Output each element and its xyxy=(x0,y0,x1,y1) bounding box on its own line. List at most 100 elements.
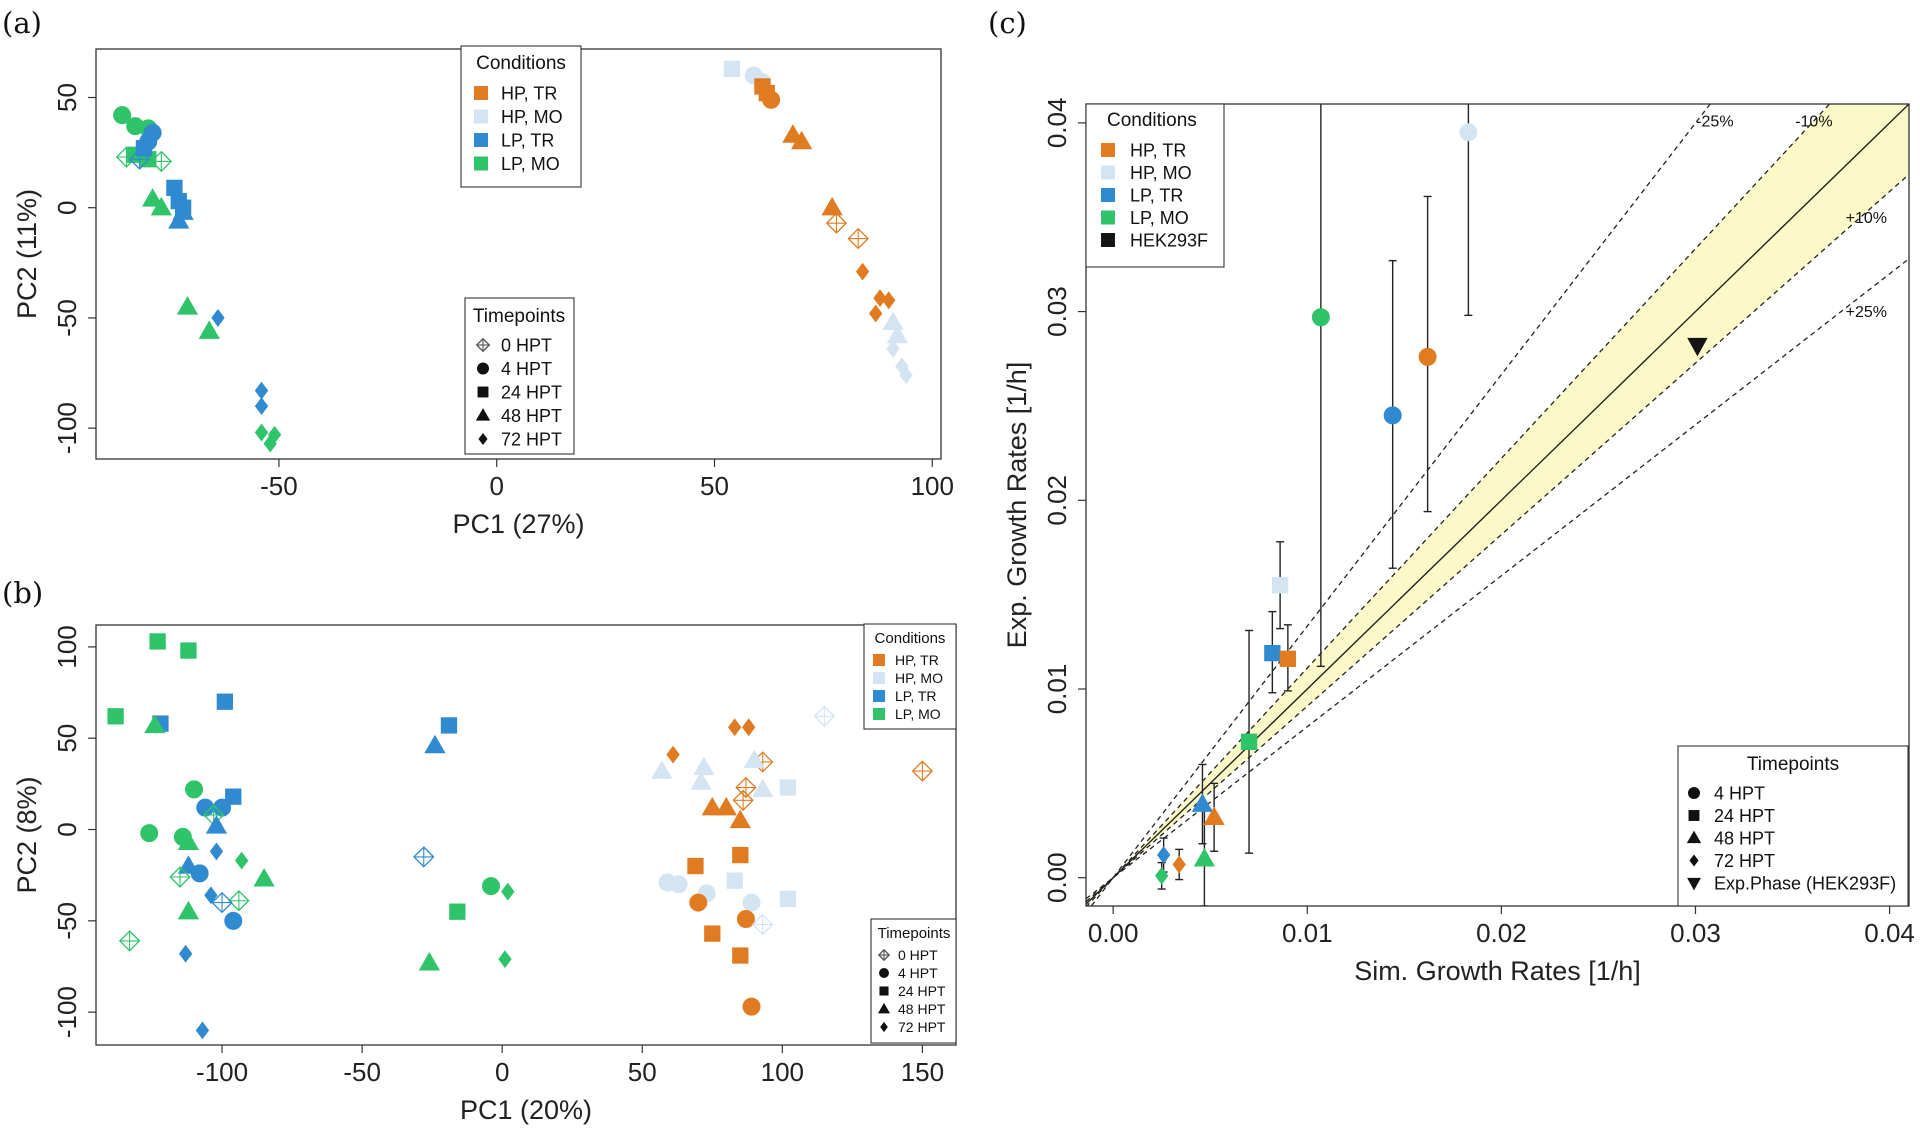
data-point xyxy=(689,893,708,912)
data-point xyxy=(886,324,909,344)
plot-area xyxy=(113,60,913,453)
legend-swatch-hek293f xyxy=(1101,233,1115,247)
data-point xyxy=(1240,733,1258,750)
x-tick-label: 0 xyxy=(495,1057,509,1087)
data-point xyxy=(209,842,224,861)
data-point xyxy=(742,997,761,1016)
data-point xyxy=(742,718,756,737)
x-tick-label: 0.00 xyxy=(1088,918,1139,948)
legend-item-4-hpt: 4 HPT xyxy=(898,965,938,981)
data-point xyxy=(701,796,723,816)
x-tick-label: 50 xyxy=(700,471,729,501)
legend-marker-72-hpt xyxy=(1689,854,1699,867)
data-point xyxy=(742,893,761,912)
y-tick-label: -100 xyxy=(52,402,82,454)
data-point xyxy=(149,633,166,650)
data-point xyxy=(1687,337,1708,357)
data-point xyxy=(752,913,774,936)
legend-marker-72-hpt xyxy=(880,1021,888,1033)
data-point xyxy=(762,90,781,109)
y-axis-label: Exp. Growth Rates [1/h] xyxy=(1002,362,1032,649)
reference-line-25 xyxy=(1086,258,1909,900)
data-point xyxy=(177,900,200,920)
legend-item-72-hpt: 72 HPT xyxy=(1714,851,1775,871)
reference-line-10 xyxy=(1086,173,1909,903)
panel-label: (c) xyxy=(988,6,1027,40)
legend-item-0-hpt: 0 HPT xyxy=(501,335,552,355)
y-tick-label: 0.00 xyxy=(1042,852,1072,903)
data-point xyxy=(228,890,250,912)
data-point xyxy=(743,749,765,768)
legend-marker-4-hpt xyxy=(879,968,889,978)
legend-swatch-hp-tr xyxy=(873,654,885,666)
legend-swatch-hp-mo xyxy=(474,109,488,124)
reference-label-25: -25% xyxy=(1696,114,1733,131)
data-point xyxy=(190,864,209,883)
legend-timepoints: Timepoints 0 HPT 4 HPT 24 HPT 48 HPT 72 HPT xyxy=(870,918,957,1044)
plot-frame xyxy=(95,624,957,1046)
legend-swatch-lp-tr xyxy=(1101,188,1115,202)
legend-conditions: Conditions HP, TR HP, MO LP, TR LP, MO xyxy=(863,623,957,730)
legend-title: Conditions xyxy=(476,53,566,74)
reference-label-25: +25% xyxy=(1846,304,1887,321)
x-tick-label: 150 xyxy=(901,1057,944,1087)
data-point xyxy=(666,745,680,764)
legend-swatch-lp-mo xyxy=(474,156,488,171)
y-tick-label: 0.01 xyxy=(1042,664,1072,715)
legend-swatch-lp-tr xyxy=(474,133,488,147)
legend-item-0-hpt: 0 HPT xyxy=(898,947,938,963)
legend-item-72-hpt: 72 HPT xyxy=(501,429,562,449)
data-point xyxy=(1264,644,1281,662)
legend-item-48-hpt: 48 HPT xyxy=(501,406,562,426)
data-point xyxy=(211,309,225,327)
data-point xyxy=(886,339,900,358)
data-point xyxy=(825,212,848,234)
data-point xyxy=(107,708,124,725)
legend-item-lp-mo: LP, MO xyxy=(895,706,941,722)
legend-marker-4-hpt xyxy=(1688,787,1700,799)
legend-box xyxy=(464,297,575,455)
x-tick-label: 50 xyxy=(628,1057,657,1087)
legend-marker-4-hpt xyxy=(477,362,489,375)
legend-marker-48-hpt xyxy=(475,408,491,421)
legend-item-48-hpt: 48 HPT xyxy=(1714,828,1775,848)
x-tick-label: 100 xyxy=(911,471,954,501)
legend-marker-48-hpt xyxy=(1686,830,1702,844)
data-point xyxy=(732,846,749,864)
x-tick-label: 0.03 xyxy=(1670,918,1721,948)
legend-item-hp-tr: HP, TR xyxy=(895,652,939,668)
data-point xyxy=(1193,848,1216,867)
data-point xyxy=(752,778,774,798)
data-point xyxy=(1191,793,1214,812)
data-point xyxy=(693,756,715,776)
data-point xyxy=(1311,308,1330,327)
data-point xyxy=(234,851,249,870)
data-point xyxy=(687,857,704,875)
legend-swatch-hp-tr xyxy=(1101,143,1115,157)
data-point xyxy=(669,875,688,894)
data-point xyxy=(501,882,515,901)
data-point xyxy=(449,903,466,920)
legend-item-24-hpt: 24 HPT xyxy=(898,983,946,999)
data-point xyxy=(418,952,440,971)
panel-b: (b) -100 -50 0 50 100 150 100 50 0 -50 -100 PC1 (20%… xyxy=(2,576,957,1125)
legend-item-lp-tr: LP, TR xyxy=(895,688,937,704)
x-axis-label: Sim. Growth Rates [1/h] xyxy=(1354,956,1641,986)
legend-marker-24-hpt xyxy=(879,986,889,996)
data-point xyxy=(882,311,904,331)
data-point xyxy=(729,809,751,829)
data-point xyxy=(704,925,721,942)
y-tick-label: 50 xyxy=(52,724,82,753)
legend-marker-24-hpt xyxy=(477,386,489,398)
data-point xyxy=(204,886,218,905)
data-point xyxy=(1203,806,1225,826)
y-tick-label: 0 xyxy=(52,822,82,836)
x-axis-label: PC1 (20%) xyxy=(460,1095,592,1125)
data-point xyxy=(1383,406,1402,425)
plot-area xyxy=(107,633,934,1040)
data-point xyxy=(144,714,166,734)
panel-c: (c) 0.00 0.01 0.02 0.03 0.04 0.00 0.01 0.02 0.03 0… xyxy=(988,6,1915,986)
legend-item-72-hpt: 72 HPT xyxy=(898,1019,946,1035)
data-point xyxy=(205,815,228,834)
